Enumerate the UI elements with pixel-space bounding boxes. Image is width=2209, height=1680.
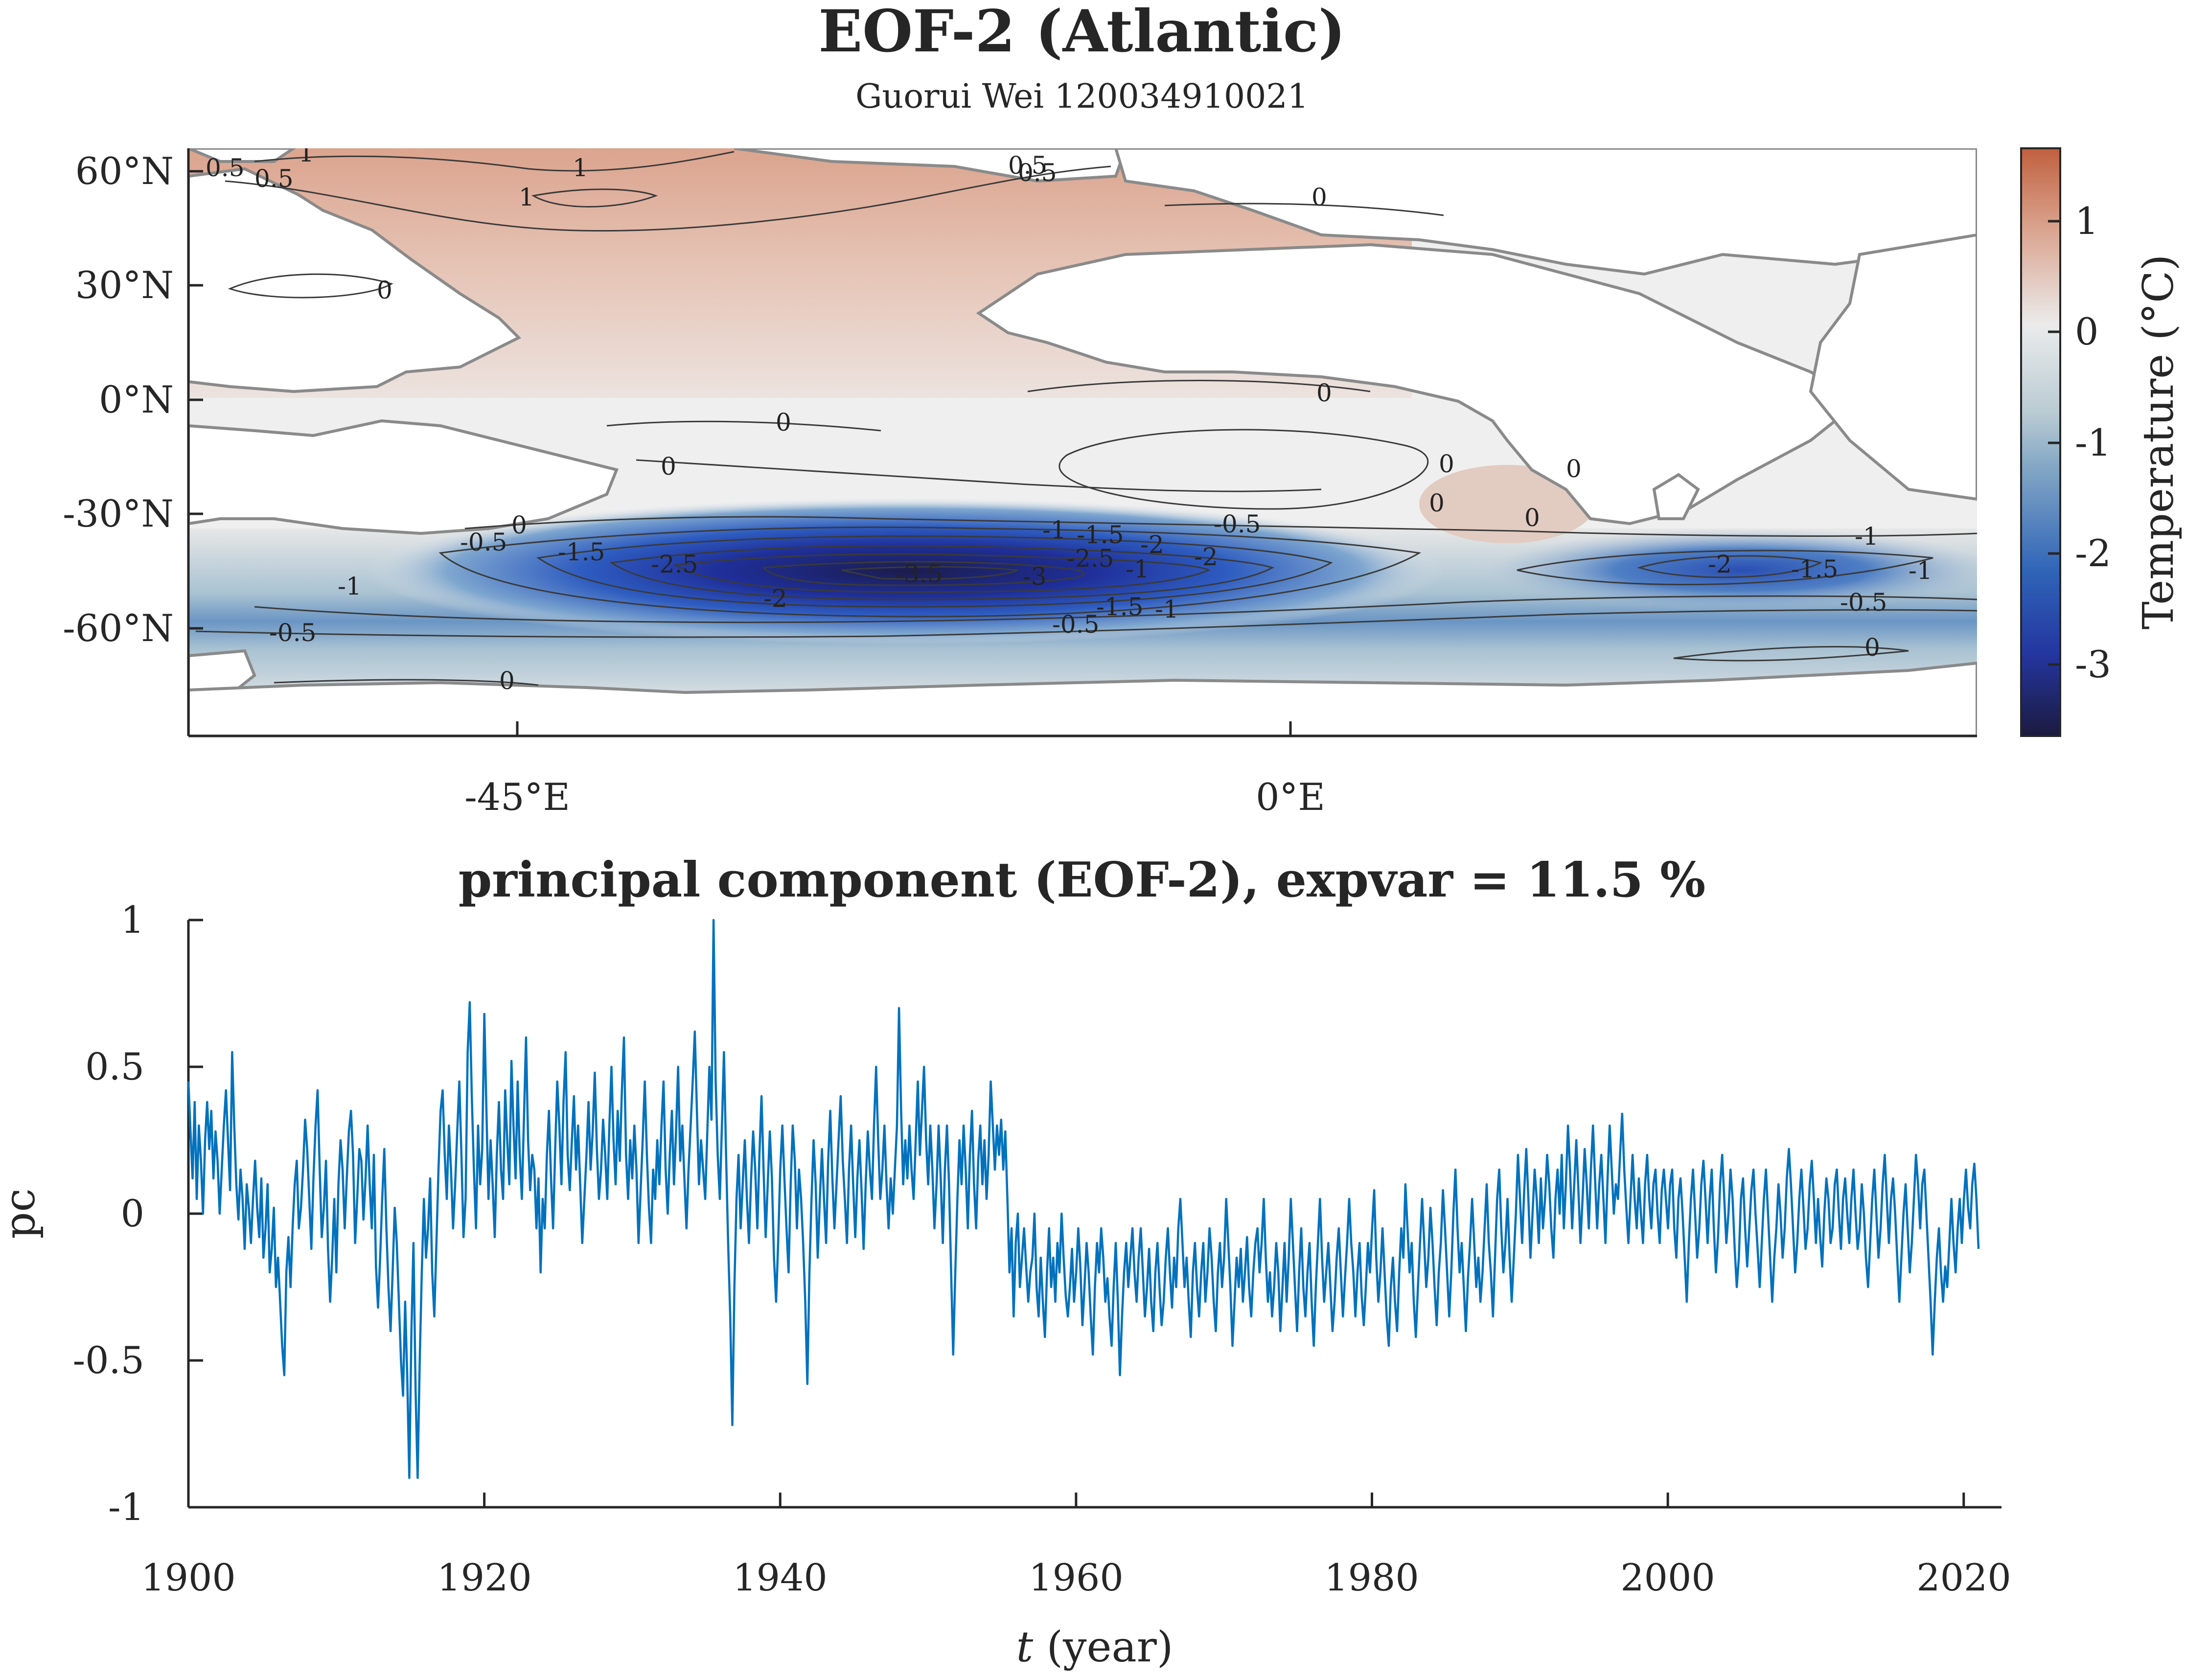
contour-lines <box>195 151 1977 686</box>
contour-label: -0.5 <box>1214 510 1261 538</box>
contour-label: 1 <box>573 154 588 182</box>
map-cold-east <box>1488 529 1977 612</box>
pc-axes: 1 0.5 0 -0.5 -1 1900 1920 1940 1960 1980… <box>0 898 2011 1672</box>
contour-label: 0 <box>511 511 527 539</box>
contour-label: 0 <box>661 452 676 481</box>
colorbar-tick-label: 0 <box>2075 310 2098 353</box>
colorbar-label: Temperature (°C) <box>2134 254 2183 630</box>
map-axes: 60°N 30°N 0°N -30°N -60°N -45°E 0°E <box>63 148 1977 819</box>
pc-y-tick-label: -1 <box>108 1485 144 1529</box>
contour-label: -0.5 <box>460 528 507 556</box>
contour-label: 0.5 <box>1018 159 1057 187</box>
pc-title: principal component (EOF-2), expvar = 11… <box>459 852 1705 908</box>
map-y-tick-label: 30°N <box>75 263 174 307</box>
eof-map: 1 0.5 1 0.5 1 0.5 0 0 0 0 0 0 0 0 0 0 -0… <box>188 139 1977 736</box>
contour-label: -1.5 <box>558 538 605 566</box>
contour-label: -2 <box>763 584 787 613</box>
pc-x-tick-label: 1960 <box>1029 1556 1123 1599</box>
contour-label: 0.5 <box>206 154 245 182</box>
contour-label: -0.5 <box>269 619 316 647</box>
contour-label: -2.5 <box>1067 544 1114 573</box>
contour-label: 0 <box>1429 489 1445 517</box>
contour-label: 0 <box>776 408 791 437</box>
map-warm-patch <box>1419 465 1595 543</box>
contour-label: -2 <box>1140 530 1164 559</box>
contour-label: -1.5 <box>1791 555 1838 583</box>
contour-label: -3 <box>1023 562 1047 591</box>
contour-label: 0 <box>1524 504 1540 532</box>
contour-label: 0 <box>1316 379 1332 407</box>
land-madagascar <box>1652 473 1700 520</box>
land-asia <box>1809 233 1977 501</box>
pc-y-axis-label: pc <box>0 1188 45 1239</box>
contour-label: -2.5 <box>651 550 698 578</box>
contour-label: -0.5 <box>1052 610 1099 639</box>
colorbar-tick-label: -1 <box>2075 421 2111 464</box>
contour-label: -1 <box>338 572 362 600</box>
colorbar-tick-label: -3 <box>2075 643 2111 686</box>
map-y-tick-label: -60°N <box>63 606 174 650</box>
pc-x-ticks <box>187 1493 1965 1507</box>
pc-x-tick-label: 2000 <box>1620 1556 1715 1599</box>
land-africa <box>976 243 1863 526</box>
map-y-tick-label: 0°N <box>99 378 174 421</box>
contour-label: 0 <box>1566 455 1582 483</box>
colorbar-tick-label: -2 <box>2075 531 2111 575</box>
contour-label: -1 <box>1126 555 1150 583</box>
contour-label: 0.5 <box>1008 151 1047 180</box>
pc-y-tick-label: 1 <box>121 898 144 942</box>
map-y-tick-label: 60°N <box>75 149 174 193</box>
pc-series-line <box>187 919 1980 1479</box>
pc-x-tick-label: 1900 <box>141 1556 235 1599</box>
contour-label: -0.5 <box>1840 588 1887 617</box>
pc-y-ticks <box>188 919 203 1509</box>
land-greenland <box>734 148 1128 183</box>
pc-plot-area <box>187 919 1980 1479</box>
pc-x-tick-label: 1980 <box>1324 1556 1419 1599</box>
contour-label: -1 <box>1155 595 1179 623</box>
land-antarctica <box>188 661 1977 736</box>
contour-label: 0 <box>1312 183 1327 211</box>
land-north-america <box>188 148 522 393</box>
pc-x-tick-label: 1920 <box>437 1556 531 1599</box>
pc-y-tick-label: 0.5 <box>85 1045 144 1088</box>
contour-label: -1.5 <box>1096 593 1143 621</box>
colorbar: 1 0 -1 -2 -3 Temperature (°C) <box>2020 147 2183 737</box>
pc-x-tick-label: 2020 <box>1916 1556 2011 1599</box>
contour-label: 1 <box>299 139 314 167</box>
map-x-tick-label: 0°E <box>1256 775 1325 819</box>
contour-label: -2 <box>1708 550 1732 578</box>
contour-label: 0 <box>499 667 515 695</box>
pc-x-tick-label: 1940 <box>733 1556 827 1599</box>
contour-label: 1 <box>519 183 534 211</box>
contour-labels: 1 0.5 1 0.5 1 0.5 0 0 0 0 0 0 0 0 0 0 -0… <box>206 139 1933 695</box>
contour-label: -1 <box>1855 522 1879 551</box>
contour-label: -1 <box>1042 516 1066 544</box>
contour-label: 0 <box>1864 633 1880 662</box>
contour-label: -1.5 <box>1077 521 1124 549</box>
pc-y-tick-label: 0 <box>121 1192 144 1235</box>
contour-label: 0 <box>377 276 392 304</box>
land-south-america <box>188 419 619 707</box>
contour-label: 0 <box>1439 450 1454 478</box>
map-title: EOF-2 (Atlantic) <box>818 0 1345 65</box>
map-subtitle: Guorui Wei 120034910021 <box>855 77 1309 116</box>
pc-y-tick-label: -0.5 <box>72 1338 144 1382</box>
contour-label: -2 <box>1194 543 1218 571</box>
map-x-tick-label: -45°E <box>464 775 570 819</box>
pc-x-axis-label-var: t <box>1016 1623 1034 1672</box>
pc-x-axis-label-unit: (year) <box>1033 1623 1173 1672</box>
pc-x-axis-label: t (year) <box>1016 1623 1174 1672</box>
contour-label: -1 <box>1909 556 1933 585</box>
map-y-tick-label: -30°N <box>63 492 174 535</box>
contour-label: -3.5 <box>896 560 943 588</box>
colorbar-tick-label: 1 <box>2075 199 2098 243</box>
contour-label: 0.5 <box>254 164 294 193</box>
